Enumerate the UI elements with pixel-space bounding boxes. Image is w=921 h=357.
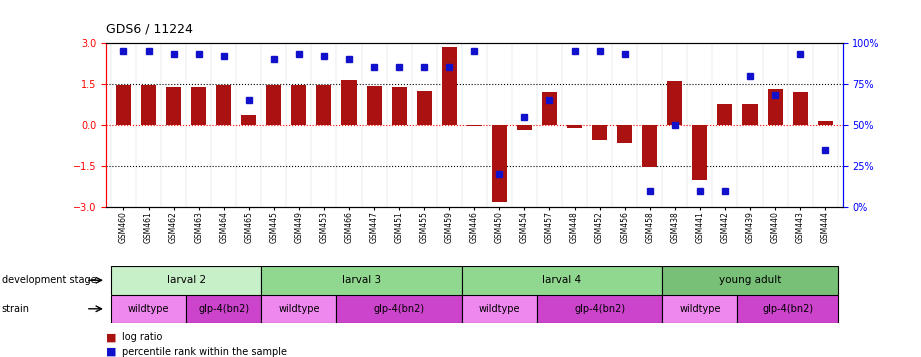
Text: percentile rank within the sample: percentile rank within the sample: [122, 347, 287, 357]
Bar: [391, 87, 407, 125]
Bar: [216, 85, 231, 125]
Text: young adult: young adult: [718, 275, 781, 285]
Bar: [717, 104, 732, 125]
Text: glp-4(bn2): glp-4(bn2): [374, 304, 425, 314]
Text: larval 4: larval 4: [542, 275, 581, 285]
Bar: [262, 266, 461, 295]
Bar: [241, 115, 256, 125]
Text: larval 3: larval 3: [342, 275, 381, 285]
Text: glp-4(bn2): glp-4(bn2): [574, 304, 625, 314]
Text: glp-4(bn2): glp-4(bn2): [762, 304, 813, 314]
Bar: [517, 125, 532, 130]
Text: larval 2: larval 2: [167, 275, 205, 285]
Bar: [342, 80, 356, 125]
Bar: [291, 85, 307, 125]
Bar: [262, 295, 336, 323]
Bar: [111, 295, 186, 323]
Text: development stage: development stage: [2, 275, 97, 285]
Bar: [642, 125, 658, 167]
Bar: [111, 266, 262, 295]
Bar: [668, 81, 682, 125]
Text: ■: ■: [106, 347, 116, 357]
Bar: [662, 266, 838, 295]
Text: GDS6 / 11224: GDS6 / 11224: [106, 23, 192, 36]
Bar: [116, 85, 131, 125]
Bar: [617, 125, 632, 143]
Bar: [542, 92, 557, 125]
Bar: [317, 85, 332, 125]
Text: strain: strain: [2, 304, 29, 314]
Bar: [266, 85, 281, 125]
Bar: [662, 295, 738, 323]
Bar: [186, 295, 262, 323]
Bar: [738, 295, 838, 323]
Bar: [592, 125, 607, 140]
Bar: [537, 295, 662, 323]
Bar: [461, 295, 537, 323]
Bar: [141, 85, 156, 125]
Bar: [492, 125, 507, 202]
Text: glp-4(bn2): glp-4(bn2): [198, 304, 250, 314]
Bar: [166, 87, 181, 125]
Bar: [461, 266, 662, 295]
Bar: [336, 295, 461, 323]
Bar: [567, 125, 582, 128]
Bar: [467, 125, 482, 126]
Bar: [367, 86, 381, 125]
Text: wildtype: wildtype: [128, 304, 169, 314]
Text: log ratio: log ratio: [122, 332, 163, 342]
Bar: [693, 125, 707, 180]
Text: wildtype: wildtype: [679, 304, 720, 314]
Text: ■: ■: [106, 332, 116, 342]
Bar: [742, 104, 757, 125]
Bar: [442, 47, 457, 125]
Bar: [767, 89, 783, 125]
Bar: [818, 121, 833, 125]
Text: wildtype: wildtype: [479, 304, 520, 314]
Text: wildtype: wildtype: [278, 304, 320, 314]
Bar: [416, 91, 432, 125]
Bar: [192, 87, 206, 125]
Bar: [793, 92, 808, 125]
